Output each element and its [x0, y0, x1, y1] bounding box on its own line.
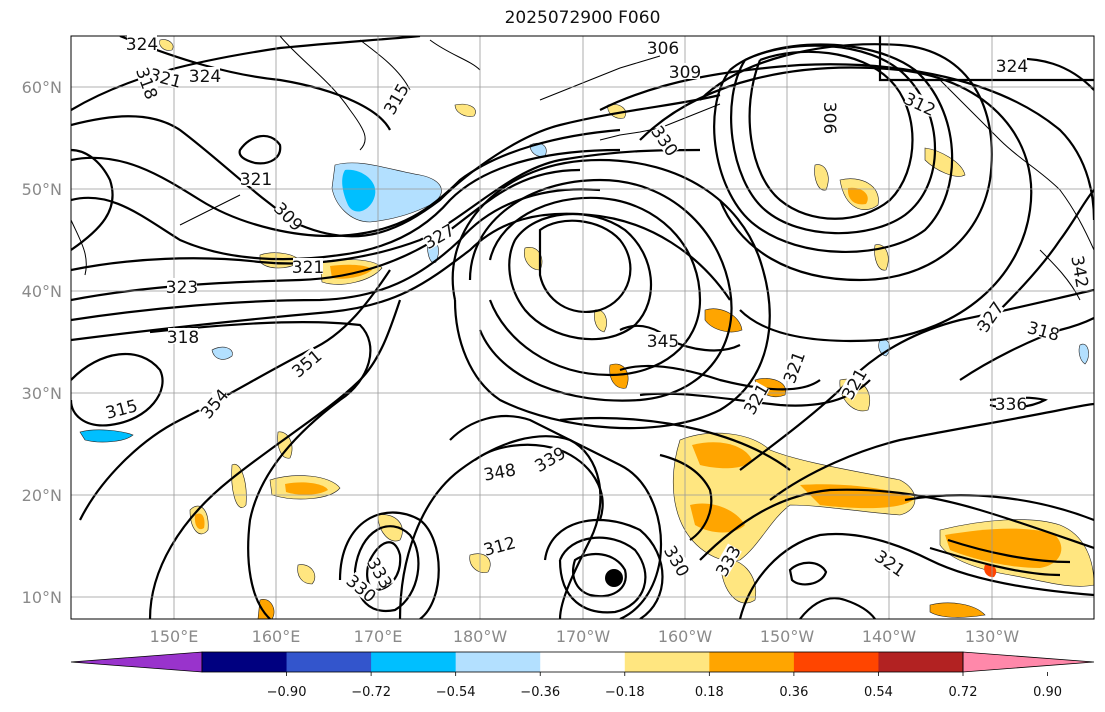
contour-label: 324 — [996, 57, 1028, 77]
lon-tick-label: 150°E — [150, 627, 199, 646]
svg-text:324: 324 — [996, 57, 1028, 77]
colorbar-segment — [540, 652, 626, 672]
contour-label: 318 — [167, 328, 199, 348]
svg-text:306: 306 — [647, 39, 679, 59]
lon-tick-label: 130°W — [965, 627, 1020, 646]
contour-label: 321 — [292, 258, 324, 278]
contour-label: 309 — [669, 63, 701, 83]
contour-label: 306 — [647, 39, 679, 59]
lat-tick-label: 50°N — [22, 180, 62, 199]
lon-tick-label: 140°W — [862, 627, 917, 646]
colorbar-segment — [878, 652, 964, 672]
colorbar-segment — [793, 652, 879, 672]
svg-text:323: 323 — [166, 278, 198, 298]
graticule — [71, 36, 1094, 619]
colorbar: −0.90 −0.72 −0.54 −0.36 −0.18 0.18 0.36 0.54 0.7… — [70, 651, 1095, 700]
coastlines — [71, 36, 1094, 301]
colorbar-max-extend — [962, 651, 1095, 673]
lon-tick-label: 150°W — [760, 627, 815, 646]
contour-label: 312 — [481, 533, 518, 561]
svg-text:318: 318 — [167, 328, 199, 348]
colorbar-segment — [624, 652, 710, 672]
colorbar-tick-label: −0.72 — [351, 685, 391, 700]
map-layers — [71, 36, 1094, 619]
lon-tick-label: 180°W — [453, 627, 508, 646]
latitude-labels: 10°N 20°N 30°N 40°N 50°N 60°N — [22, 78, 62, 607]
colorbar-tick-label: −0.54 — [436, 685, 476, 700]
low-center-marker — [605, 569, 623, 587]
lat-tick-label: 10°N — [22, 588, 62, 607]
lat-tick-label: 60°N — [22, 78, 62, 97]
colorbar-segment — [286, 652, 372, 672]
lon-tick-label: 170°E — [354, 627, 403, 646]
lon-tick-label: 160°W — [658, 627, 713, 646]
contour-label: 345 — [647, 332, 679, 352]
map-title: 2025072900 F060 — [504, 8, 661, 28]
colorbar-segment — [202, 652, 288, 672]
contour-label: 321 — [240, 170, 272, 190]
svg-text:324: 324 — [126, 35, 158, 55]
contour-label: 323 — [166, 278, 198, 298]
svg-text:345: 345 — [647, 332, 679, 352]
contour-label: 306 — [819, 102, 839, 134]
svg-text:321: 321 — [240, 170, 272, 190]
colorbar-segment — [709, 652, 795, 672]
colorbar-tick-label: −0.18 — [605, 685, 645, 700]
colorbar-tick-label: 0.36 — [779, 685, 808, 700]
colorbar-tick-label: 0.90 — [1033, 685, 1062, 700]
colorbar-segment — [455, 652, 541, 672]
svg-text:324: 324 — [189, 67, 221, 87]
colorbar-tick-label: −0.36 — [520, 685, 560, 700]
colorbar-tick-label: −0.90 — [267, 685, 307, 700]
contour-label: 324 — [126, 35, 158, 55]
colorbar-tick-label: 0.54 — [864, 685, 893, 700]
colorbar-tick-label: 0.72 — [949, 685, 978, 700]
colorbar-segment — [371, 652, 457, 672]
lat-tick-label: 20°N — [22, 486, 62, 505]
lon-tick-label: 170°W — [556, 627, 611, 646]
colorbar-min-extend — [70, 651, 203, 673]
contour-lines — [71, 36, 1094, 619]
lon-tick-label: 160°E — [252, 627, 301, 646]
svg-text:321: 321 — [292, 258, 324, 278]
contour-label: 315 — [103, 396, 140, 424]
svg-text:306: 306 — [819, 102, 839, 134]
longitude-labels: 150°E 160°E 170°E 180°W 170°W 160°W 150°W 140°W… — [150, 627, 1020, 646]
lat-tick-label: 30°N — [22, 384, 62, 403]
negative-shading — [79, 142, 1089, 443]
lat-tick-label: 40°N — [22, 282, 62, 301]
colorbar-tick-label: 0.18 — [695, 685, 724, 700]
contour-label: 312 — [900, 89, 938, 121]
contour-label: 336 — [995, 395, 1027, 415]
svg-text:336: 336 — [995, 395, 1027, 415]
map-frame — [70, 35, 1095, 620]
contour-label: 342 — [1066, 254, 1091, 289]
svg-text:309: 309 — [669, 63, 701, 83]
contour-label: 324 — [189, 67, 221, 87]
